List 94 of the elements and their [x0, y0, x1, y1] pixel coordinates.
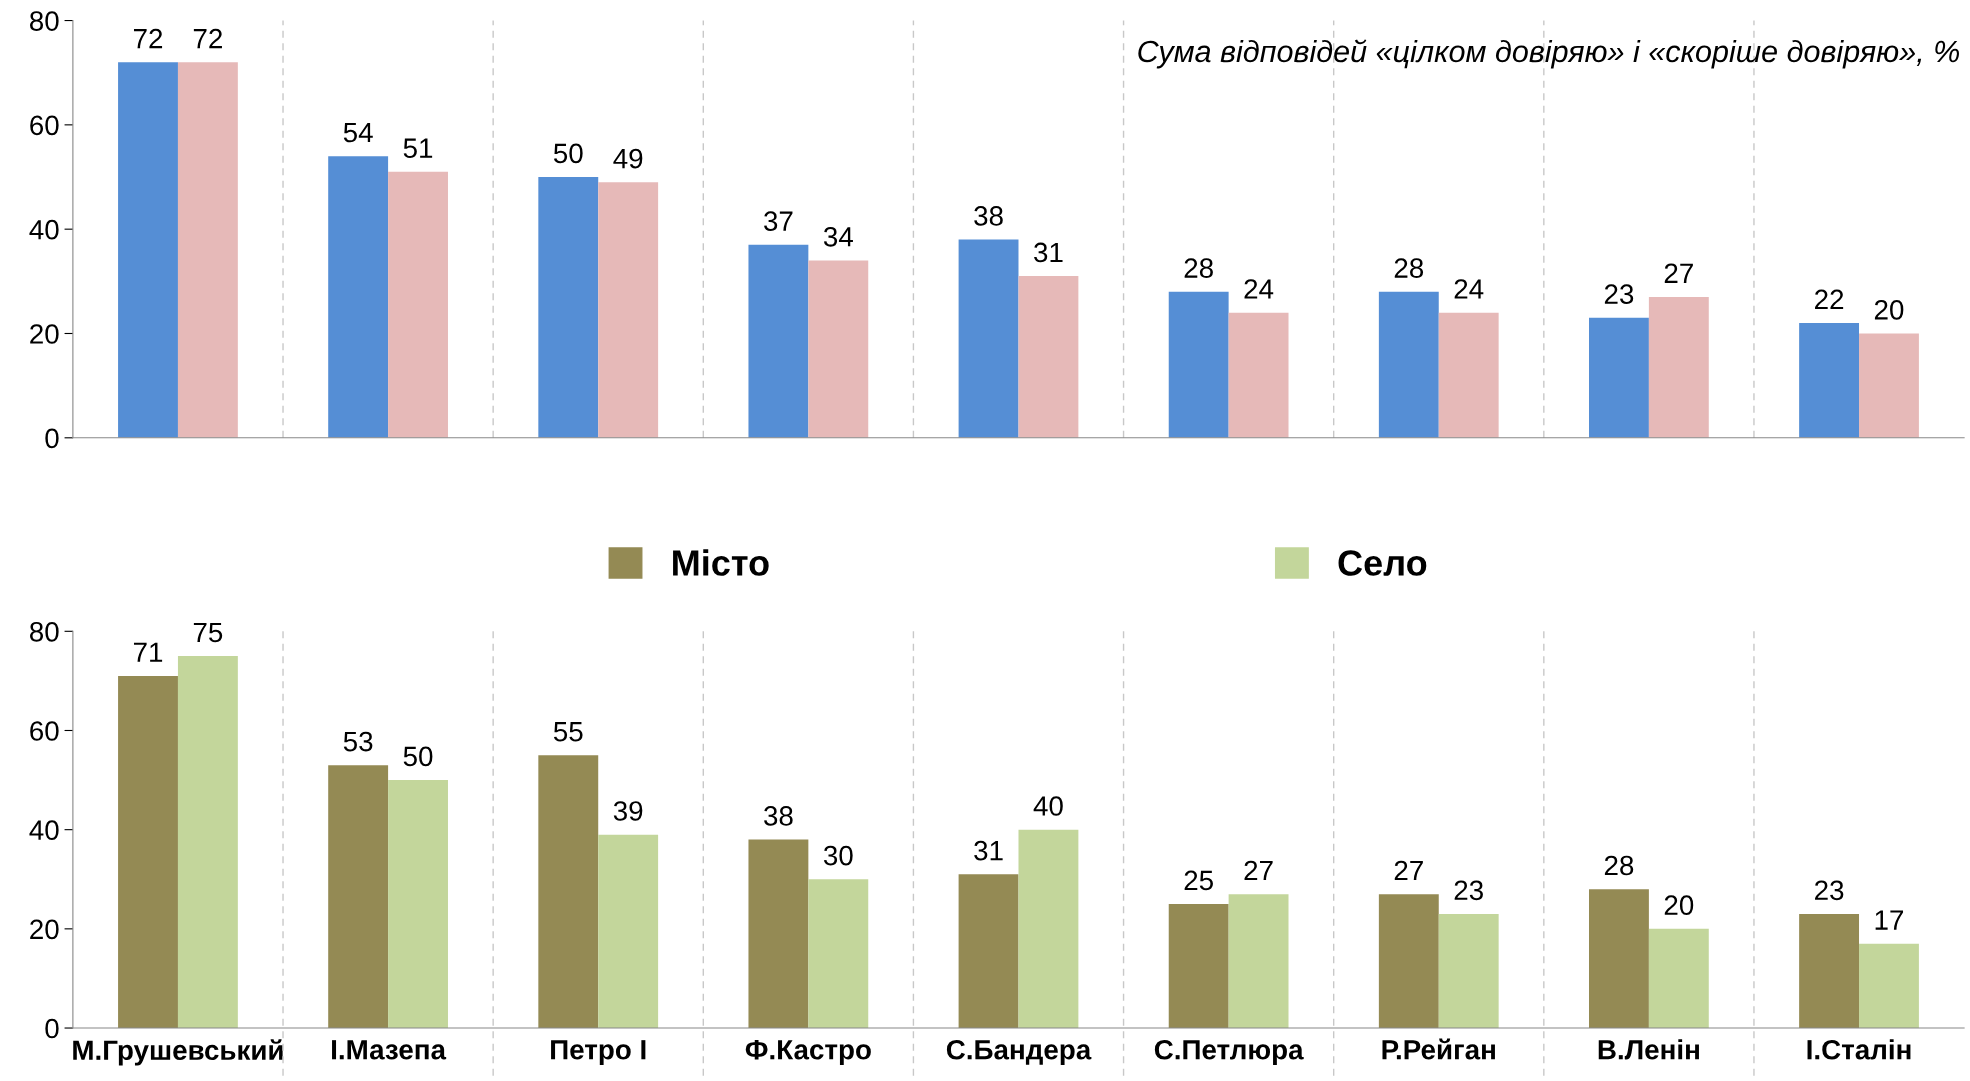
y-tick-label: 60 — [30, 115, 59, 136]
x-tick-label: Ф.Кастро — [745, 1040, 871, 1066]
bar — [538, 177, 599, 438]
data-label: 24 — [1454, 279, 1484, 299]
bar — [1859, 333, 1919, 438]
data-label: 24 — [1244, 279, 1274, 299]
legend-label: Село — [1338, 550, 1427, 576]
bar — [808, 879, 869, 1029]
bar — [1168, 904, 1229, 1029]
bar — [118, 62, 178, 438]
bar — [1589, 889, 1649, 1029]
data-label: 37 — [764, 211, 793, 231]
data-label: 28 — [1604, 855, 1634, 876]
bar — [958, 239, 1019, 438]
bar — [1648, 296, 1709, 438]
bar — [1228, 312, 1289, 438]
data-label: 28 — [1394, 258, 1424, 278]
bar — [1799, 913, 1860, 1029]
data-label: 75 — [193, 622, 223, 643]
y-tick-label: 40 — [29, 219, 59, 240]
data-label: 55 — [553, 722, 583, 742]
data-label: 51 — [403, 138, 433, 158]
bar — [808, 260, 869, 438]
data-label: 38 — [974, 206, 1003, 226]
data-label: 20 — [1874, 299, 1904, 320]
data-label: 23 — [1454, 880, 1483, 901]
data-label: 50 — [553, 143, 583, 164]
bar — [1648, 928, 1709, 1029]
bar — [958, 874, 1019, 1029]
data-label: 38 — [764, 806, 793, 826]
data-label: 72 — [133, 28, 163, 49]
bar — [1438, 913, 1499, 1029]
annotation: Сума відповідей «цілком довіряю» і «скоріше довіряю», % — [1138, 39, 1959, 69]
y-tick-label: 60 — [30, 721, 59, 741]
bar — [388, 171, 448, 438]
data-label: 71 — [133, 642, 163, 662]
bar — [388, 780, 448, 1029]
bar — [1589, 317, 1649, 438]
bar — [177, 656, 238, 1029]
data-label: 30 — [823, 845, 853, 866]
data-label: 34 — [823, 226, 853, 247]
bar — [118, 675, 178, 1029]
data-label: 20 — [1664, 895, 1694, 916]
data-label: 22 — [1815, 289, 1844, 309]
x-tick-label: В.Ленін — [1598, 1039, 1699, 1060]
bar — [1378, 291, 1439, 438]
bar — [328, 156, 389, 438]
bar — [1018, 276, 1079, 438]
data-label: 25 — [1184, 870, 1213, 891]
x-tick-label: С.Петлюра — [1154, 1039, 1304, 1066]
bar — [328, 765, 389, 1029]
legend-label: Місто — [673, 549, 769, 576]
bar — [748, 244, 809, 438]
data-label: 39 — [613, 801, 643, 821]
x-tick-label: С.Бандера — [946, 1039, 1092, 1066]
y-tick-label: 40 — [29, 820, 59, 841]
data-label: 40 — [1033, 796, 1063, 816]
y-tick-label: 20 — [30, 919, 59, 940]
data-label: 27 — [1394, 860, 1423, 881]
data-label: 17 — [1875, 910, 1904, 930]
bar — [598, 182, 659, 438]
bar — [1799, 323, 1860, 438]
y-tick-label: 80 — [30, 11, 59, 31]
data-label: 50 — [403, 746, 433, 767]
bar — [598, 834, 659, 1029]
data-label: 31 — [1034, 242, 1063, 263]
data-label: 27 — [1664, 263, 1693, 283]
bar — [177, 62, 238, 438]
x-tick-label: І.Мазепа — [332, 1040, 447, 1060]
y-tick-label: 80 — [30, 621, 59, 642]
bar — [1378, 894, 1439, 1029]
bar — [538, 755, 599, 1029]
bar — [1018, 829, 1079, 1029]
bar — [1168, 291, 1229, 438]
data-label: 54 — [343, 122, 373, 143]
bar — [1438, 312, 1499, 438]
bar — [1859, 943, 1919, 1029]
bar — [1228, 894, 1289, 1029]
data-label: 31 — [974, 840, 1003, 861]
bar — [748, 839, 809, 1029]
y-tick-label: 20 — [30, 324, 59, 344]
x-tick-label: І.Сталін — [1807, 1039, 1911, 1060]
data-label: 72 — [193, 28, 222, 49]
data-label: 53 — [343, 731, 373, 752]
y-tick-label: 0 — [45, 428, 59, 449]
data-label: 27 — [1244, 860, 1273, 881]
data-label: 49 — [613, 148, 643, 169]
x-tick-label: М.Грушевський — [73, 1039, 283, 1066]
data-label: 23 — [1604, 284, 1634, 305]
y-tick-label: 0 — [45, 1018, 59, 1039]
data-label: 28 — [1184, 258, 1213, 278]
data-label: 23 — [1815, 880, 1844, 901]
x-tick-label: Р.Рейган — [1382, 1038, 1495, 1060]
x-tick-label: Петро І — [551, 1040, 646, 1066]
